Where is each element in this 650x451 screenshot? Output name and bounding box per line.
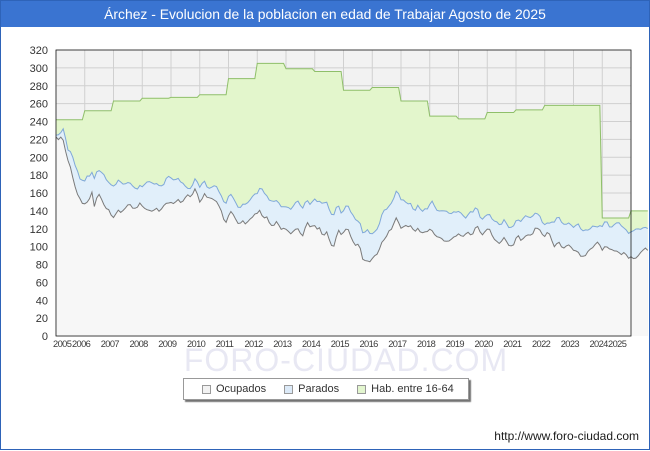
svg-text:2006: 2006	[72, 339, 91, 349]
svg-text:2024: 2024	[589, 339, 608, 349]
svg-text:0: 0	[42, 331, 48, 343]
svg-text:100: 100	[30, 242, 48, 254]
svg-text:80: 80	[36, 260, 48, 272]
svg-text:60: 60	[36, 277, 48, 289]
svg-text:2005: 2005	[53, 339, 72, 349]
svg-text:40: 40	[36, 295, 48, 307]
svg-text:2007: 2007	[101, 339, 120, 349]
svg-text:240: 240	[30, 117, 48, 129]
svg-text:160: 160	[30, 188, 48, 200]
svg-text:280: 280	[30, 81, 48, 93]
svg-text:140: 140	[30, 206, 48, 218]
svg-text:180: 180	[30, 170, 48, 182]
svg-text:320: 320	[30, 45, 48, 57]
svg-text:2022: 2022	[532, 339, 551, 349]
svg-text:2025: 2025	[608, 339, 627, 349]
svg-text:20: 20	[36, 313, 48, 325]
svg-text:300: 300	[30, 63, 48, 75]
svg-text:260: 260	[30, 99, 48, 111]
svg-text:200: 200	[30, 152, 48, 164]
svg-text:220: 220	[30, 134, 48, 146]
svg-text:120: 120	[30, 224, 48, 236]
svg-text:2008: 2008	[129, 339, 148, 349]
svg-text:2023: 2023	[561, 339, 580, 349]
svg-text:FORO-CIUDAD.COM: FORO-CIUDAD.COM	[184, 342, 508, 378]
svg-text:2009: 2009	[158, 339, 177, 349]
